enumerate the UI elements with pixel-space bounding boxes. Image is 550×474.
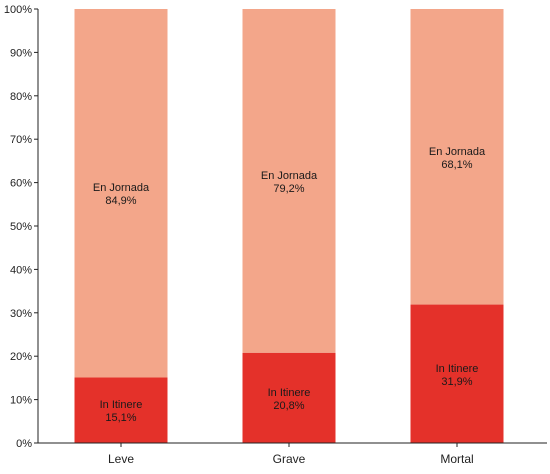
y-tick-label: 20% [10, 351, 32, 363]
data-label-series-name: In Itinere [268, 387, 311, 399]
data-label-value: 68,1% [441, 159, 472, 171]
data-label-series-name: En Jornada [93, 182, 150, 194]
data-label-series-name: En Jornada [429, 146, 486, 158]
y-tick-label: 40% [10, 264, 32, 276]
y-tick-label: 30% [10, 308, 32, 320]
bar-en-jornada-leve [74, 9, 168, 378]
y-tick-label: 0% [16, 438, 32, 450]
data-label-series-name: En Jornada [261, 170, 318, 182]
x-tick-label: Leve [108, 452, 134, 466]
y-tick-label: 90% [10, 47, 32, 59]
bar-in-itinere-leve [74, 377, 168, 443]
bar-en-jornada-grave [242, 9, 336, 353]
y-tick-label: 80% [10, 91, 32, 103]
data-label-value: 15,1% [105, 412, 136, 424]
y-tick-label: 100% [4, 4, 32, 16]
x-tick-label: Grave [273, 452, 306, 466]
data-label-series-name: In Itinere [100, 399, 143, 411]
y-tick-label: 70% [10, 134, 32, 146]
bar-in-itinere-grave [242, 352, 336, 443]
data-label-value: 31,9% [441, 376, 472, 388]
data-label-value: 20,8% [273, 400, 304, 412]
data-label-series-name: In Itinere [436, 363, 479, 375]
y-tick-label: 50% [10, 221, 32, 233]
data-label-value: 79,2% [273, 183, 304, 195]
x-tick-label: Mortal [440, 452, 473, 466]
y-tick-label: 60% [10, 178, 32, 190]
bar-in-itinere-mortal [410, 304, 504, 443]
y-tick-label: 10% [10, 395, 32, 407]
data-label-value: 84,9% [105, 195, 136, 207]
bar-en-jornada-mortal [410, 9, 504, 305]
